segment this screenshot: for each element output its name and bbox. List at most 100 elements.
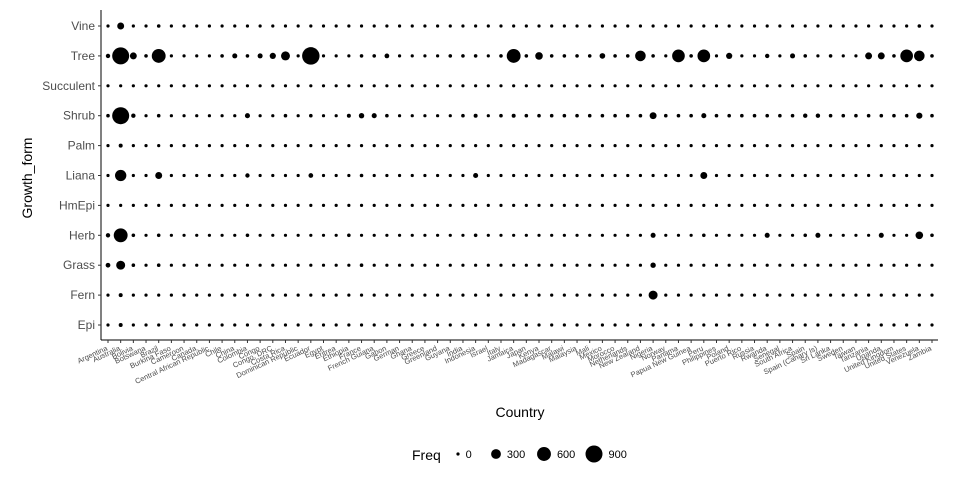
data-point xyxy=(207,54,212,58)
data-point xyxy=(599,53,606,59)
data-point xyxy=(752,203,757,207)
data-point xyxy=(207,203,212,207)
data-point xyxy=(697,49,711,63)
data-point xyxy=(905,293,909,297)
data-point xyxy=(129,52,137,60)
data-point xyxy=(790,84,795,88)
data-point xyxy=(385,203,389,207)
data-point xyxy=(700,172,708,179)
data-point xyxy=(321,263,326,267)
data-point xyxy=(195,24,199,28)
data-point xyxy=(486,263,490,267)
data-point xyxy=(778,233,782,237)
data-point xyxy=(499,173,503,178)
data-point xyxy=(461,84,465,88)
data-point xyxy=(892,24,896,28)
data-point xyxy=(930,24,934,28)
data-point xyxy=(220,144,224,148)
data-point xyxy=(562,323,566,327)
data-point xyxy=(106,293,110,297)
data-point xyxy=(828,144,833,148)
data-point xyxy=(892,173,896,178)
data-point xyxy=(182,263,186,267)
data-point xyxy=(877,52,885,60)
data-point xyxy=(917,203,921,207)
y-tick-label: Tree xyxy=(71,49,96,63)
data-point xyxy=(689,24,693,28)
data-point xyxy=(195,173,199,178)
data-point xyxy=(499,84,503,88)
data-point xyxy=(828,54,833,58)
data-point xyxy=(436,114,440,118)
data-point xyxy=(258,233,262,237)
data-point xyxy=(397,323,402,327)
data-point xyxy=(258,263,262,267)
data-point xyxy=(334,54,338,58)
data-point xyxy=(220,54,224,58)
data-point xyxy=(638,24,643,28)
data-point xyxy=(651,84,655,88)
data-point xyxy=(879,113,884,118)
data-point xyxy=(676,24,681,28)
data-point xyxy=(714,293,719,297)
data-point xyxy=(347,233,351,238)
data-point xyxy=(562,263,566,267)
data-point xyxy=(714,24,719,28)
data-point xyxy=(473,54,478,58)
data-point xyxy=(271,323,275,327)
data-point xyxy=(638,173,643,178)
data-point xyxy=(550,293,554,297)
data-point xyxy=(740,203,744,207)
data-point xyxy=(562,113,567,118)
data-point xyxy=(625,54,630,58)
data-point xyxy=(473,172,479,179)
data-point xyxy=(828,173,833,178)
data-point xyxy=(524,84,528,88)
data-point xyxy=(397,144,402,148)
data-point xyxy=(650,262,656,268)
data-point xyxy=(892,293,896,297)
data-point xyxy=(131,24,135,28)
data-point xyxy=(113,228,128,243)
data-point xyxy=(144,323,148,327)
data-point xyxy=(119,84,123,88)
data-point xyxy=(765,293,769,297)
data-point xyxy=(648,290,658,300)
data-point xyxy=(905,24,909,28)
data-point xyxy=(271,203,275,207)
data-point xyxy=(867,293,871,297)
data-point xyxy=(600,233,605,237)
data-point xyxy=(892,144,896,148)
data-point xyxy=(283,293,288,297)
data-point xyxy=(752,54,757,58)
data-point xyxy=(118,143,123,148)
data-point xyxy=(131,84,135,88)
data-point xyxy=(828,24,833,28)
data-point xyxy=(220,323,224,327)
data-point xyxy=(613,144,617,148)
data-point xyxy=(765,113,769,118)
data-point xyxy=(423,323,427,327)
data-point xyxy=(486,233,490,237)
data-point xyxy=(841,24,845,28)
data-point xyxy=(626,84,630,88)
data-point xyxy=(131,323,135,327)
data-point xyxy=(740,323,744,327)
data-point xyxy=(575,54,579,58)
data-point xyxy=(385,24,389,28)
data-point xyxy=(587,113,592,118)
data-point xyxy=(816,323,820,327)
data-point xyxy=(474,293,478,297)
data-point xyxy=(892,203,896,207)
data-point xyxy=(271,114,275,118)
data-point xyxy=(499,263,503,267)
data-point xyxy=(854,173,858,178)
data-point xyxy=(499,233,503,237)
data-point xyxy=(385,323,389,327)
data-point xyxy=(841,54,845,58)
data-point xyxy=(778,323,782,327)
data-point xyxy=(765,203,769,207)
data-point xyxy=(524,263,528,267)
data-point xyxy=(296,293,300,297)
data-point xyxy=(220,293,224,297)
